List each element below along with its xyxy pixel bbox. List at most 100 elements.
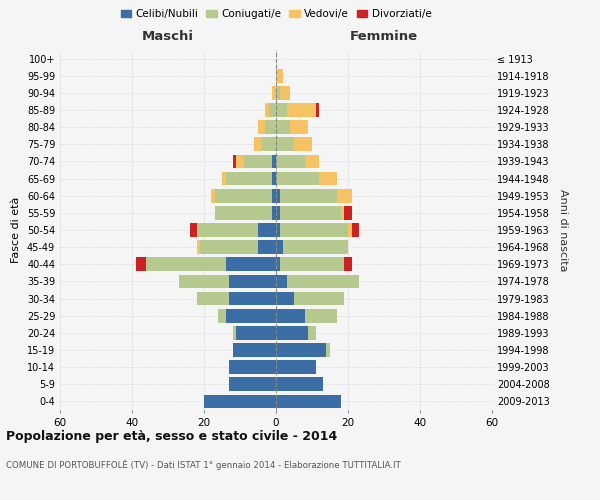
Text: COMUNE DI PORTOBUFFOLÈ (TV) - Dati ISTAT 1° gennaio 2014 - Elaborazione TUTTITAL: COMUNE DI PORTOBUFFOLÈ (TV) - Dati ISTAT… <box>6 460 401 470</box>
Bar <box>276 189 352 202</box>
Bar <box>276 292 344 306</box>
Bar <box>276 274 359 288</box>
Bar <box>258 120 276 134</box>
Bar <box>276 223 280 237</box>
Bar <box>276 120 308 134</box>
Bar <box>276 240 283 254</box>
Bar <box>233 326 276 340</box>
Bar <box>265 103 276 117</box>
Bar <box>276 103 287 117</box>
Bar <box>276 394 341 408</box>
Bar <box>179 274 276 288</box>
Bar <box>204 394 276 408</box>
Bar <box>276 154 305 168</box>
Bar <box>272 206 276 220</box>
Bar <box>197 292 276 306</box>
Bar <box>215 206 276 220</box>
Bar <box>204 394 276 408</box>
Bar <box>272 189 276 202</box>
Bar <box>276 394 341 408</box>
Bar <box>276 138 312 151</box>
Text: Popolazione per età, sesso e stato civile - 2014: Popolazione per età, sesso e stato civil… <box>6 430 337 443</box>
Bar <box>276 189 352 202</box>
Bar <box>222 172 276 185</box>
Bar <box>276 240 348 254</box>
Bar <box>233 326 276 340</box>
Bar <box>276 258 344 271</box>
Bar <box>276 138 312 151</box>
Bar <box>258 223 276 237</box>
Bar <box>276 189 280 202</box>
Bar <box>276 292 344 306</box>
Bar <box>276 394 341 408</box>
Bar <box>269 103 276 117</box>
Bar <box>258 120 276 134</box>
Bar <box>254 138 276 151</box>
Text: Maschi: Maschi <box>142 30 194 43</box>
Bar <box>146 258 276 271</box>
Bar <box>276 206 352 220</box>
Bar <box>276 343 326 357</box>
Bar <box>276 172 337 185</box>
Bar <box>218 309 276 322</box>
Bar <box>276 103 316 117</box>
Bar <box>276 223 348 237</box>
Bar <box>265 103 276 117</box>
Bar <box>229 292 276 306</box>
Bar <box>276 378 323 391</box>
Bar <box>233 343 276 357</box>
Bar <box>229 378 276 391</box>
Bar <box>276 360 316 374</box>
Bar <box>276 120 308 134</box>
Bar <box>276 326 316 340</box>
Bar <box>197 292 276 306</box>
Bar <box>265 120 276 134</box>
Bar <box>262 138 276 151</box>
Y-axis label: Anni di nascita: Anni di nascita <box>558 188 568 271</box>
Bar <box>272 86 276 100</box>
Bar <box>226 309 276 322</box>
Bar <box>276 274 359 288</box>
Bar <box>276 378 323 391</box>
Bar <box>276 138 294 151</box>
Bar <box>229 274 276 288</box>
Bar <box>276 69 283 82</box>
Bar <box>276 343 330 357</box>
Y-axis label: Fasce di età: Fasce di età <box>11 197 21 263</box>
Bar <box>276 86 290 100</box>
Bar <box>226 172 276 185</box>
Bar <box>222 172 276 185</box>
Bar <box>276 172 319 185</box>
Bar <box>204 394 276 408</box>
Bar <box>276 206 280 220</box>
Bar <box>276 86 280 100</box>
Bar <box>276 240 348 254</box>
Bar <box>276 103 319 117</box>
Bar <box>215 189 276 202</box>
Bar <box>197 240 276 254</box>
Bar <box>233 343 276 357</box>
Bar <box>179 274 276 288</box>
Bar <box>233 343 276 357</box>
Bar <box>276 274 287 288</box>
Bar <box>229 378 276 391</box>
Text: Femmine: Femmine <box>350 30 418 43</box>
Bar <box>236 154 276 168</box>
Bar <box>136 258 276 271</box>
Bar <box>276 378 323 391</box>
Bar <box>276 326 308 340</box>
Bar <box>276 274 359 288</box>
Bar <box>276 240 348 254</box>
Bar <box>276 343 330 357</box>
Bar <box>276 360 316 374</box>
Bar <box>276 309 337 322</box>
Bar <box>276 292 344 306</box>
Legend: Celibi/Nubili, Coniugati/e, Vedovi/e, Divorziati/e: Celibi/Nubili, Coniugati/e, Vedovi/e, Di… <box>116 5 436 24</box>
Bar <box>218 309 276 322</box>
Bar <box>146 258 276 271</box>
Bar <box>276 258 280 271</box>
Bar <box>276 206 341 220</box>
Bar <box>276 120 290 134</box>
Bar <box>211 189 276 202</box>
Bar <box>229 360 276 374</box>
